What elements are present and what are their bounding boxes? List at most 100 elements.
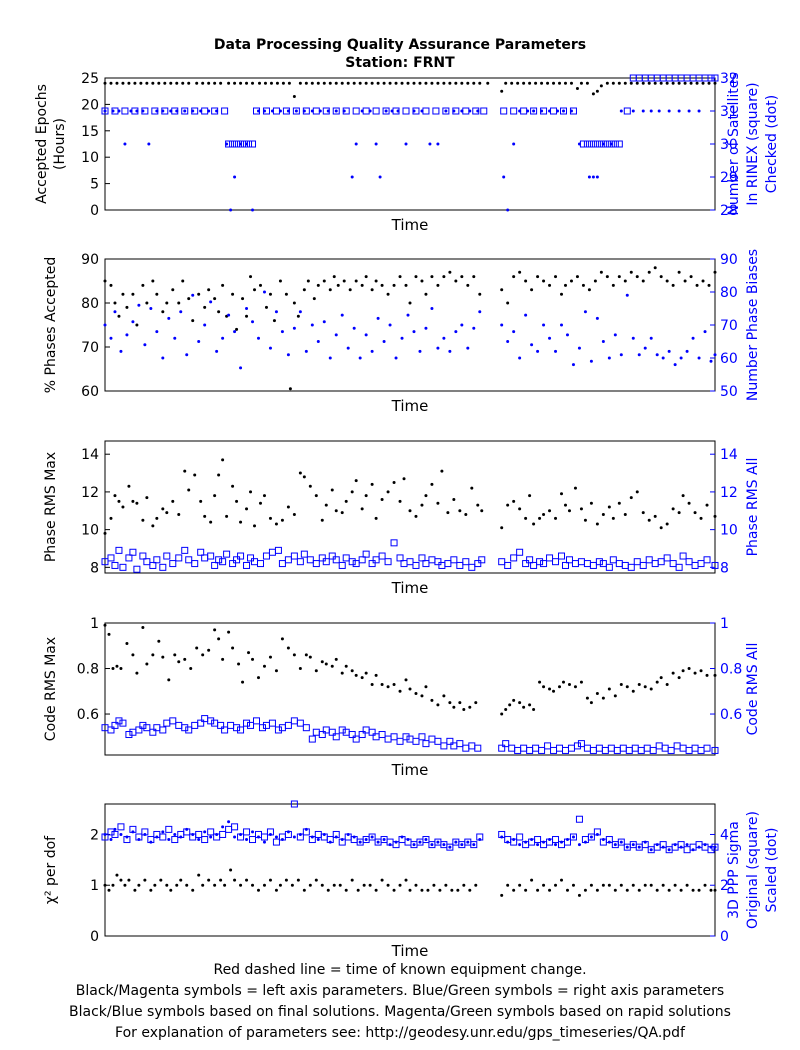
- data-point-dot: [424, 685, 428, 689]
- data-point-dot: [213, 628, 217, 632]
- data-point-square: [237, 833, 245, 841]
- data-point-dot: [251, 81, 255, 85]
- data-point-dot: [370, 835, 374, 839]
- data-point-dot: [292, 513, 296, 517]
- data-point-square: [406, 735, 414, 743]
- data-point-dot: [354, 142, 358, 146]
- data-point-dot: [424, 292, 428, 296]
- data-point-dot: [412, 843, 416, 847]
- data-point-dot: [219, 878, 223, 882]
- data-point-dot: [506, 301, 510, 305]
- data-point-dot: [647, 270, 651, 274]
- data-point-dot: [548, 509, 552, 513]
- data-point-dot: [131, 499, 135, 503]
- left-tick-label: 12: [81, 485, 99, 501]
- data-point-dot: [430, 482, 434, 486]
- data-point-dot: [567, 682, 571, 686]
- data-point-dot: [221, 283, 225, 287]
- data-point-square: [498, 830, 506, 838]
- data-point-dot: [187, 297, 191, 301]
- data-point-dot: [141, 518, 145, 522]
- data-point-dot: [344, 888, 348, 892]
- data-point-dot: [151, 81, 155, 85]
- data-point-dot: [444, 109, 448, 113]
- data-point-square: [396, 737, 404, 745]
- data-point-dot: [358, 356, 362, 360]
- data-point-dot: [364, 494, 368, 498]
- data-point-square: [163, 552, 171, 560]
- data-point-dot: [659, 676, 663, 680]
- data-point-dot: [408, 888, 412, 892]
- data-point-dot: [466, 840, 470, 844]
- data-point-dot: [207, 81, 211, 85]
- data-point-square: [211, 719, 219, 727]
- data-point-square: [338, 561, 346, 569]
- data-point-square: [673, 742, 681, 750]
- data-point-square: [296, 719, 304, 727]
- data-point-dot: [362, 883, 366, 887]
- data-point-square: [438, 561, 446, 569]
- data-point-dot: [262, 840, 266, 844]
- data-point-dot: [278, 279, 282, 283]
- data-point-square: [284, 830, 292, 838]
- data-point-dot: [364, 275, 368, 279]
- data-point-dot: [611, 516, 615, 520]
- data-point-dot: [374, 673, 378, 677]
- data-point-dot: [292, 653, 296, 657]
- data-point-dot: [649, 336, 653, 340]
- data-point-dot: [452, 705, 456, 709]
- data-point-square: [201, 554, 209, 562]
- data-point-dot: [235, 499, 239, 503]
- data-point-dot: [340, 671, 344, 675]
- data-point-square: [312, 728, 320, 736]
- data-point-square: [159, 726, 167, 734]
- data-point-dot: [436, 840, 440, 844]
- data-point-square: [231, 823, 239, 831]
- data-point-dot: [268, 292, 272, 296]
- data-point-dot: [227, 81, 231, 85]
- data-point-square: [274, 726, 282, 734]
- data-point-square: [245, 140, 253, 148]
- data-point-square: [183, 828, 191, 836]
- data-point-dot: [268, 346, 272, 350]
- footer-line-2: Black/Magenta symbols = left axis parame…: [75, 983, 725, 999]
- data-point-square: [502, 740, 510, 748]
- data-point-dot: [693, 671, 697, 675]
- data-point-dot: [245, 81, 249, 85]
- data-point-dot: [344, 499, 348, 503]
- data-point-dot: [558, 685, 562, 689]
- data-point-dot: [378, 175, 382, 179]
- data-point-dot: [169, 81, 173, 85]
- data-point-dot: [245, 838, 249, 842]
- data-point-square: [197, 719, 205, 727]
- data-point-dot: [412, 81, 416, 85]
- data-point-square: [262, 552, 270, 560]
- data-point-square: [101, 107, 109, 115]
- data-point-square: [223, 550, 231, 558]
- data-point-dot: [567, 509, 571, 513]
- data-point-square: [595, 744, 603, 752]
- data-point-dot: [322, 81, 326, 85]
- data-point-dot: [263, 81, 267, 85]
- data-point-dot: [635, 275, 639, 279]
- data-point-square: [342, 728, 350, 736]
- data-point-square: [175, 721, 183, 729]
- data-point-dot: [292, 326, 296, 330]
- data-point-dot: [506, 503, 510, 507]
- data-point-dot: [528, 703, 532, 707]
- data-point-square: [115, 546, 123, 554]
- data-point-dot: [563, 81, 567, 85]
- data-point-square: [141, 107, 149, 115]
- data-point-dot: [677, 109, 681, 113]
- data-point-dot: [157, 639, 161, 643]
- data-point-dot: [683, 279, 687, 283]
- data-point-dot: [268, 878, 272, 882]
- data-point-dot: [414, 275, 418, 279]
- data-point-dot: [635, 81, 639, 85]
- data-point-square: [153, 556, 161, 564]
- data-point-dot: [569, 81, 573, 85]
- data-point-square: [131, 107, 139, 115]
- data-point-dot: [221, 336, 225, 340]
- data-point-dot: [326, 888, 330, 892]
- data-point-square: [229, 140, 237, 148]
